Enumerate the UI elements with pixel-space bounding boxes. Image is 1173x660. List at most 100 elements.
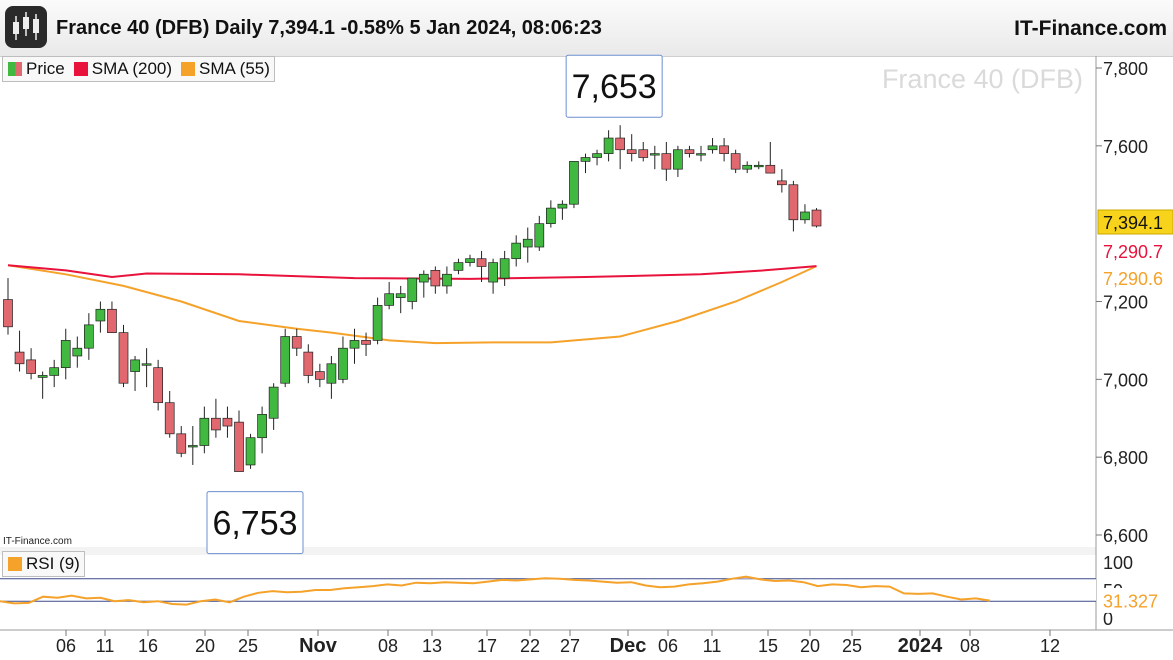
candle	[615, 125, 626, 170]
candle	[684, 145, 695, 158]
candle	[107, 301, 117, 333]
candle	[696, 145, 706, 162]
candle	[26, 348, 36, 380]
candle-body	[118, 332, 129, 384]
candle	[222, 406, 233, 438]
candle-body	[592, 153, 602, 158]
price-tag-label: 7,290.6	[1103, 269, 1163, 289]
candle	[580, 153, 591, 174]
rsi-line	[0, 575, 991, 606]
candle-body	[407, 277, 418, 302]
x-tick-label: 25	[842, 636, 862, 656]
candle	[811, 208, 822, 228]
candle-body	[707, 145, 718, 151]
candle-body	[788, 184, 799, 221]
candlestick-chart-icon[interactable]	[5, 6, 47, 48]
candle	[545, 200, 556, 228]
candle-body	[176, 433, 187, 454]
candle	[638, 141, 649, 162]
rsi-tick-label: 100	[1103, 553, 1133, 573]
candle-body	[615, 137, 626, 151]
candle	[72, 336, 83, 368]
x-tick-label: 06	[658, 636, 678, 656]
candle-body	[465, 258, 475, 263]
candle	[534, 215, 545, 251]
candle	[522, 227, 533, 263]
candle-body	[153, 367, 163, 404]
small-brand-label: IT-Finance.com	[3, 536, 72, 547]
high-annotation: 7,653	[565, 54, 663, 118]
candle	[349, 328, 360, 364]
candle	[338, 336, 348, 384]
candle-body	[534, 223, 545, 248]
x-tick-label: 08	[960, 636, 980, 656]
candle	[280, 328, 291, 388]
candle	[626, 134, 637, 162]
annotation-label: 6,753	[212, 505, 297, 543]
candle-body	[499, 258, 510, 279]
candle	[37, 371, 48, 399]
candle	[303, 344, 314, 384]
legend-item-rsi[interactable]: RSI (9)	[3, 554, 84, 574]
candle-body	[199, 417, 210, 446]
candle	[95, 301, 106, 333]
candle	[592, 149, 602, 166]
candle	[649, 145, 660, 170]
rsi-tag-label: 31.327	[1103, 591, 1158, 611]
candle-body	[442, 273, 452, 287]
candle-body	[245, 437, 256, 466]
y-tick-label: 6,600	[1103, 526, 1148, 546]
price-legend: Price SMA (200) SMA (55)	[2, 56, 275, 82]
candle-body	[580, 157, 591, 162]
x-tick-label: 11	[96, 636, 115, 656]
candle-body	[95, 308, 106, 322]
candle	[176, 426, 187, 458]
candle-body	[776, 180, 787, 186]
legend-item-sma200[interactable]: SMA (200)	[69, 59, 176, 79]
candle-body	[361, 340, 371, 345]
candle	[719, 138, 729, 162]
candle	[742, 161, 753, 174]
candle-body	[753, 164, 764, 168]
candle-body	[684, 149, 695, 154]
candle	[673, 145, 683, 177]
x-tick-label: 25	[238, 636, 258, 656]
y-tick-label: 6,800	[1103, 448, 1148, 468]
candle-body	[638, 149, 649, 158]
candle-body	[303, 351, 314, 376]
x-tick-label: 12	[1040, 636, 1060, 656]
rsi-tick-label: 0	[1103, 609, 1113, 629]
candle	[707, 138, 718, 154]
candle-body	[730, 153, 741, 170]
x-tick-label: 22	[520, 636, 540, 656]
candle	[14, 330, 25, 372]
candle-body	[187, 445, 198, 448]
candle	[430, 266, 441, 294]
legend-item-price[interactable]: Price	[3, 59, 69, 79]
x-tick-label: 08	[378, 636, 398, 656]
sma55-swatch-icon	[181, 62, 196, 76]
brand-name: IT-Finance.com	[1014, 17, 1167, 40]
candle-body	[234, 421, 244, 472]
chart-title: France 40 (DFB) Daily 7,394.1 -0.58% 5 J…	[56, 17, 602, 39]
candle	[326, 355, 337, 399]
sma200-line	[7, 264, 817, 280]
candle-body	[395, 293, 406, 298]
sma55-line	[7, 264, 817, 345]
candle-body	[719, 145, 729, 154]
candle-body	[60, 340, 71, 369]
annotation-label: 7,653	[572, 68, 657, 106]
x-tick-label: 17	[477, 636, 497, 656]
candle	[199, 406, 210, 454]
rsi-band	[0, 578, 1096, 602]
candle-body	[211, 417, 221, 431]
candle-body	[522, 238, 533, 248]
candle-body	[372, 305, 383, 341]
legend-item-sma55[interactable]: SMA (55)	[176, 59, 274, 79]
candle-body	[338, 347, 348, 380]
candle	[372, 297, 383, 345]
y-tick-label: 7,200	[1103, 293, 1148, 313]
candle	[153, 359, 163, 411]
candle-body	[37, 375, 48, 378]
